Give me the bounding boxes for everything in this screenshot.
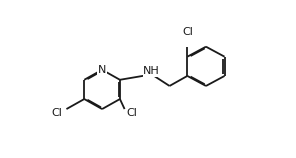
Text: N: N xyxy=(98,65,106,75)
Text: NH: NH xyxy=(143,66,160,76)
Text: Cl: Cl xyxy=(182,27,193,37)
Text: Cl: Cl xyxy=(52,108,62,118)
Text: Cl: Cl xyxy=(126,108,137,118)
